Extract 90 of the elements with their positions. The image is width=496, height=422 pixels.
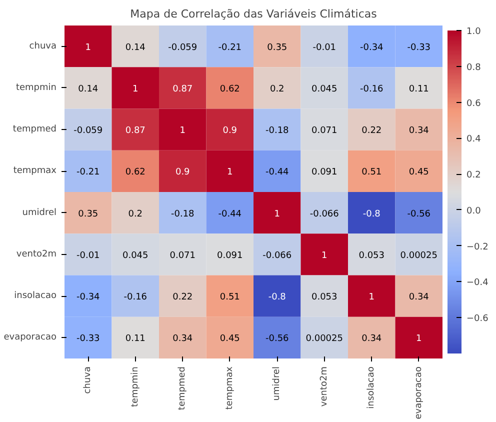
x-tick-label: umidrel <box>272 366 282 401</box>
data-label: 0.22 <box>172 292 193 303</box>
data-label: 0.45 <box>408 168 429 178</box>
data-label: 1 <box>368 292 374 303</box>
data-label: 1 <box>85 42 91 53</box>
data-label: -0.18 <box>265 126 290 136</box>
y-tick-label: chuva <box>29 41 57 52</box>
data-label: -0.33 <box>407 42 431 53</box>
data-label: -0.066 <box>262 250 292 261</box>
color-bar-label: 0.4 <box>466 134 482 145</box>
data-label: 0.34 <box>408 126 430 136</box>
data-label: 0.2 <box>128 209 143 220</box>
data-label: 0.071 <box>311 126 338 136</box>
data-label: 1 <box>227 168 233 178</box>
color-bar-label: 0.2 <box>466 170 481 181</box>
data-label: 1 <box>322 250 328 261</box>
y-tick-label: evaporacao <box>4 332 57 343</box>
data-label: 0.34 <box>362 334 382 344</box>
y-tick-label: tempmed <box>12 124 57 135</box>
x-tick-label: chuva <box>83 366 94 394</box>
data-label: 0.51 <box>362 168 382 178</box>
data-label: 0.9 <box>222 126 238 136</box>
data-label: 0.2 <box>270 84 284 94</box>
y-tick-label: vento2m <box>16 249 57 260</box>
color-bar-label: 0.8 <box>466 62 482 73</box>
data-label: 0.045 <box>122 250 148 261</box>
y-tick-label: tempmin <box>16 82 57 93</box>
data-label: 0.34 <box>408 292 430 303</box>
data-label: -0.44 <box>265 168 290 178</box>
data-label: -0.8 <box>268 292 286 303</box>
data-label: 1 <box>416 334 422 344</box>
data-label: -0.34 <box>76 292 100 303</box>
color-bar-label: 0.6 <box>466 98 482 109</box>
data-label: 0.091 <box>216 250 243 261</box>
data-label: 0.51 <box>220 292 240 303</box>
data-label: -0.44 <box>218 209 242 220</box>
x-tick-label: vento2m <box>319 366 330 407</box>
color-bar-label: −0.4 <box>466 278 489 288</box>
data-label: 0.045 <box>311 84 338 94</box>
data-label: 0.14 <box>78 84 98 94</box>
color-bar-label: −0.2 <box>466 242 488 252</box>
color-bar-label: −0.6 <box>466 314 489 324</box>
data-label: 0.9 <box>175 168 190 178</box>
data-label: -0.18 <box>170 209 195 220</box>
data-label: -0.21 <box>76 168 100 178</box>
x-tick-label: tempmin <box>130 366 140 408</box>
data-label: 1 <box>180 126 186 136</box>
data-label: -0.21 <box>218 42 242 53</box>
data-label: 0.11 <box>408 84 429 94</box>
color-bar-label: 0.0 <box>466 206 482 216</box>
data-label: 0.35 <box>78 209 98 220</box>
x-tick-label: tempmed <box>178 366 188 410</box>
data-label: -0.56 <box>265 334 290 344</box>
x-tick-label: insolacao <box>366 366 377 409</box>
data-label: 0.00025 <box>400 250 438 261</box>
data-label: -0.066 <box>310 209 340 220</box>
data-label: 0.14 <box>125 42 146 53</box>
data-label: -0.16 <box>360 84 384 94</box>
data-label: 0.11 <box>125 334 146 344</box>
data-label: 0.87 <box>125 126 146 136</box>
data-label: -0.33 <box>76 334 100 344</box>
data-label: -0.56 <box>407 209 431 220</box>
data-label: -0.01 <box>312 42 336 53</box>
color-bar-label: 1.0 <box>466 27 482 37</box>
data-label: -0.059 <box>168 42 198 53</box>
data-label: -0.16 <box>124 292 148 303</box>
y-tick-label: insolacao <box>14 291 57 302</box>
data-label: 0.45 <box>220 334 240 344</box>
data-label: 0.091 <box>311 168 338 178</box>
data-label: -0.01 <box>76 250 100 261</box>
y-tick-label: umidrel <box>22 208 57 218</box>
data-label: 0.62 <box>220 84 240 94</box>
data-label: 0.34 <box>172 334 193 344</box>
data-label: 0.87 <box>172 84 193 94</box>
data-label: 0.053 <box>358 250 385 261</box>
data-label: 0.053 <box>311 292 338 303</box>
chart-title: Mapa de Correlação das Variáveis Climáticas <box>130 8 378 20</box>
data-label: 1 <box>274 209 280 220</box>
x-tick-label: tempmax <box>224 366 235 410</box>
data-label: -0.059 <box>74 126 103 136</box>
y-tick-label: tempmax <box>13 166 58 176</box>
data-label: -0.34 <box>360 42 384 53</box>
data-label: 1 <box>132 84 138 94</box>
data-label: 0.071 <box>170 250 196 261</box>
data-label: 0.62 <box>125 168 146 178</box>
x-tick-label: evaporacao <box>414 366 424 420</box>
data-label: 0.00025 <box>306 334 343 344</box>
data-label: 0.35 <box>267 42 288 53</box>
data-label: -0.8 <box>362 209 381 220</box>
data-label: 0.22 <box>362 126 382 136</box>
